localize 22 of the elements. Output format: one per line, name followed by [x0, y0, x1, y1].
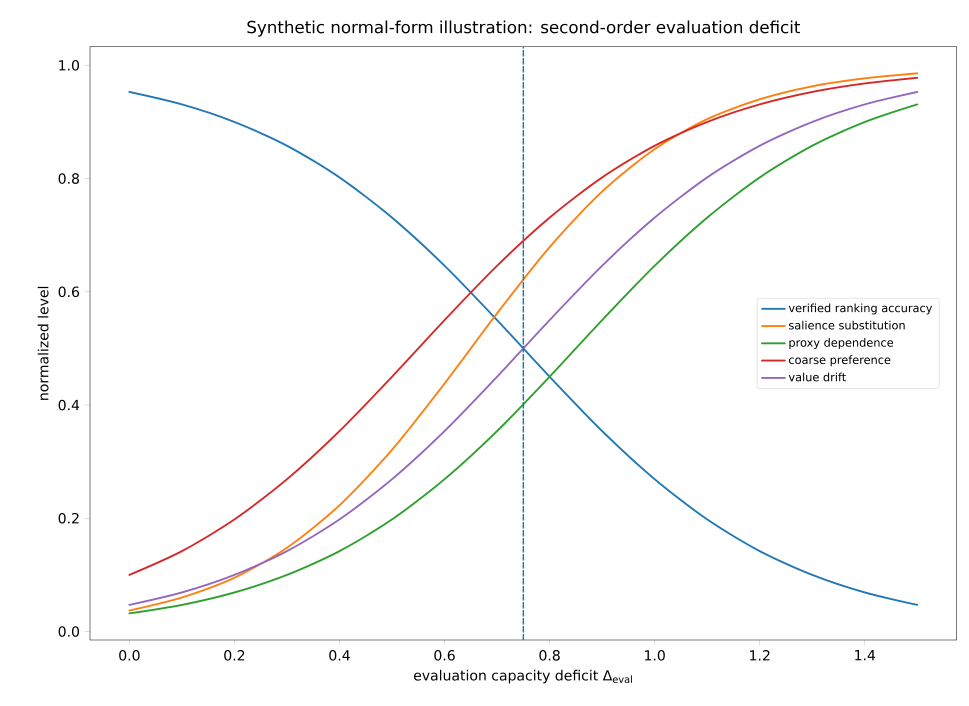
x-tick-label: 0.4	[329, 650, 350, 661]
y-tick-label: 0.8	[58, 173, 79, 184]
x-tick-label: 1.0	[645, 650, 665, 661]
x-tick-label: 1.4	[855, 650, 876, 660]
legend-label: proxy dependence	[789, 338, 894, 349]
x-axis-title: evaluation capacity deficit Δ$_{eval}$	[414, 670, 632, 684]
x-tick-label: 0.0	[119, 650, 140, 661]
x-tick-label: 0.2	[224, 650, 244, 661]
legend-label: salience substitution	[789, 320, 905, 330]
x-tick-label: 1.2	[750, 650, 770, 660]
x-tick-label: 0.8	[539, 650, 560, 661]
x-tick-label: 0.6	[434, 650, 455, 661]
legend-label: coarse preference	[789, 355, 890, 366]
y-tick-label: 1.0	[59, 60, 80, 71]
legend-label: verified ranking accuracy	[788, 303, 932, 314]
legend-label: value drift	[788, 372, 846, 382]
y-tick-label: 0.6	[58, 286, 80, 298]
y-axis-title: normalized level	[38, 286, 49, 400]
chart-title: Synthetic normal-form illustration: second-order evaluation deficit	[247, 20, 800, 37]
y-tick-label: 0.0	[58, 626, 80, 637]
y-tick-label: 0.2	[58, 512, 79, 524]
y-tick-label: 0.4	[58, 400, 80, 410]
